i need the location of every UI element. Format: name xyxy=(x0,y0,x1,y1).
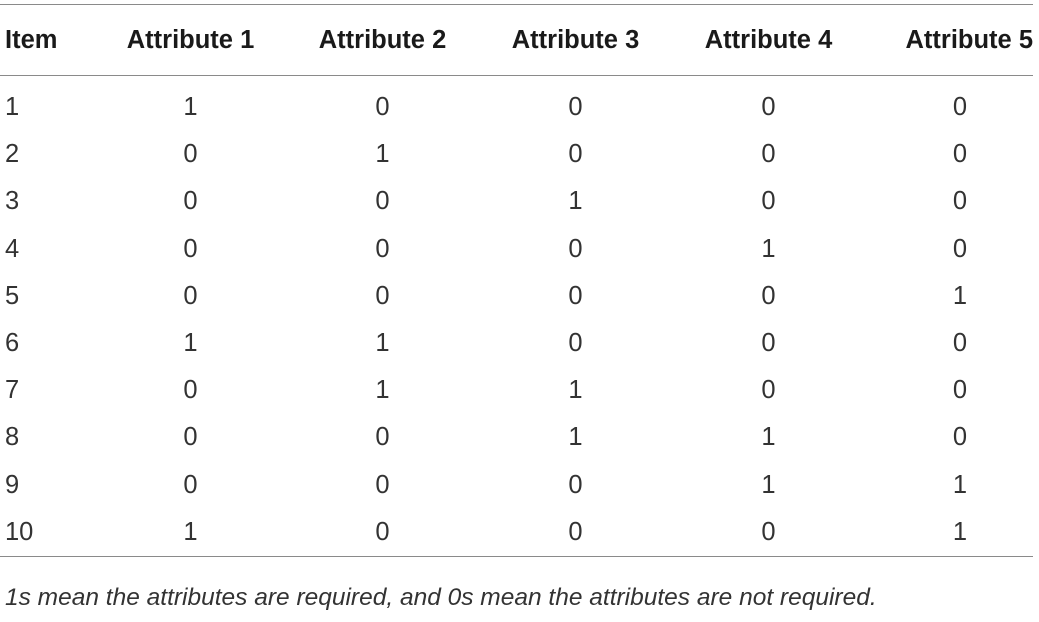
attribute-5-cell: 0 xyxy=(952,187,967,216)
table-footnote: 1s mean the attributes are required, and… xyxy=(5,584,877,611)
attribute-1-cell: 0 xyxy=(183,234,198,263)
table-row: 10 1 0 0 0 1 xyxy=(0,509,1033,556)
attribute-2-cell: 1 xyxy=(375,376,390,405)
table-row: 6 1 1 0 0 0 xyxy=(0,320,1033,367)
attribute-3-cell: 1 xyxy=(568,187,583,216)
attribute-1-cell: 1 xyxy=(183,517,198,546)
item-number-cell: 3 xyxy=(5,187,20,216)
table-row: 8 0 0 1 1 0 xyxy=(0,414,1033,461)
attribute-3-cell: 1 xyxy=(568,423,583,452)
attribute-5-cell: 0 xyxy=(952,93,967,122)
item-number-cell: 4 xyxy=(5,234,20,263)
attribute-3-cell: 0 xyxy=(568,93,583,122)
attribute-1-cell: 1 xyxy=(183,93,198,122)
attribute-2-cell: 1 xyxy=(375,140,390,169)
attribute-5-cell: 0 xyxy=(952,140,967,169)
header-row: Item Attribute 1 Attribute 2 Attribute 3… xyxy=(0,5,1033,76)
attribute-2-cell: 0 xyxy=(375,470,390,499)
q-matrix-table-container: Item Attribute 1 Attribute 2 Attribute 3… xyxy=(0,4,1033,557)
attribute-1-cell: 0 xyxy=(183,281,198,310)
table-row: 4 0 0 0 1 0 xyxy=(0,226,1033,273)
item-number-cell: 5 xyxy=(5,281,20,310)
attribute-4-cell: 0 xyxy=(761,93,776,122)
attribute-1-cell: 0 xyxy=(183,187,198,216)
item-number-cell: 7 xyxy=(5,376,20,405)
attribute-2-cell: 0 xyxy=(375,187,390,216)
attribute-3-cell: 0 xyxy=(568,329,583,358)
attribute-4-cell: 0 xyxy=(761,140,776,169)
top-rule xyxy=(0,4,1033,5)
item-number-cell: 6 xyxy=(5,329,20,358)
attribute-5-cell: 1 xyxy=(952,281,967,310)
attribute-3-cell: 0 xyxy=(568,140,583,169)
attribute-1-cell: 1 xyxy=(183,329,198,358)
attribute-2-cell: 0 xyxy=(375,234,390,263)
attribute-4-cell: 0 xyxy=(761,187,776,216)
item-number-cell: 2 xyxy=(5,140,20,169)
attribute-1-cell: 0 xyxy=(183,376,198,405)
attribute-4-cell: 1 xyxy=(761,423,776,452)
attribute-1-cell: 0 xyxy=(183,140,198,169)
item-number-cell: 1 xyxy=(5,93,20,122)
table-row: 9 0 0 0 1 1 xyxy=(0,462,1033,509)
attribute-4-cell: 0 xyxy=(761,281,776,310)
attribute-2-cell: 0 xyxy=(375,93,390,122)
table-row: 7 0 1 1 0 0 xyxy=(0,367,1033,414)
column-header-attribute-5: Attribute 5 xyxy=(905,25,1034,54)
attribute-2-cell: 0 xyxy=(375,281,390,310)
table-row: 3 0 0 1 0 0 xyxy=(0,178,1033,225)
attribute-2-cell: 0 xyxy=(375,423,390,452)
attribute-2-cell: 0 xyxy=(375,517,390,546)
table-row: 2 0 1 0 0 0 xyxy=(0,131,1033,178)
column-header-attribute-2: Attribute 2 xyxy=(318,25,447,54)
attribute-5-cell: 0 xyxy=(952,329,967,358)
item-number-cell: 8 xyxy=(5,423,20,452)
bottom-rule xyxy=(0,555,1033,557)
attribute-5-cell: 0 xyxy=(952,234,967,263)
item-number-cell: 10 xyxy=(5,517,34,546)
column-header-attribute-4: Attribute 4 xyxy=(704,25,833,54)
column-header-item: Item xyxy=(5,25,58,54)
attribute-5-cell: 1 xyxy=(952,470,967,499)
attribute-3-cell: 0 xyxy=(568,234,583,263)
attribute-4-cell: 0 xyxy=(761,517,776,546)
attribute-3-cell: 0 xyxy=(568,470,583,499)
q-matrix-table: Item Attribute 1 Attribute 2 Attribute 3… xyxy=(0,5,1033,556)
attribute-1-cell: 0 xyxy=(183,423,198,452)
table-row: 1 1 0 0 0 0 xyxy=(0,84,1033,131)
table-row: 5 0 0 0 0 1 xyxy=(0,273,1033,320)
attribute-5-cell: 1 xyxy=(952,517,967,546)
attribute-4-cell: 1 xyxy=(761,234,776,263)
attribute-4-cell: 0 xyxy=(761,376,776,405)
item-number-cell: 9 xyxy=(5,470,20,499)
column-header-attribute-1: Attribute 1 xyxy=(126,25,255,54)
attribute-3-cell: 0 xyxy=(568,517,583,546)
attribute-1-cell: 0 xyxy=(183,470,198,499)
attribute-3-cell: 0 xyxy=(568,281,583,310)
column-header-attribute-3: Attribute 3 xyxy=(511,25,640,54)
attribute-5-cell: 0 xyxy=(952,376,967,405)
attribute-5-cell: 0 xyxy=(952,423,967,452)
attribute-4-cell: 1 xyxy=(761,470,776,499)
attribute-4-cell: 0 xyxy=(761,329,776,358)
attribute-3-cell: 1 xyxy=(568,376,583,405)
attribute-2-cell: 1 xyxy=(375,329,390,358)
